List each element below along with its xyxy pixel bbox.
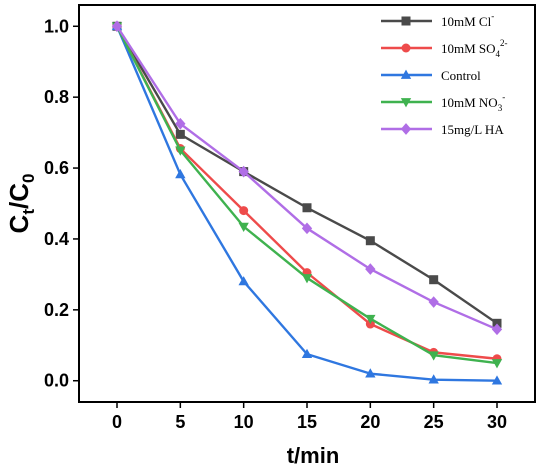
- data-point-so4: [239, 206, 249, 216]
- x-tick-label: 10: [234, 412, 254, 432]
- series-no3: [111, 22, 503, 369]
- legend-name: 10mM SO: [441, 41, 496, 56]
- data-point-control: [301, 348, 313, 358]
- y-tick-label: 0.6: [44, 158, 69, 178]
- x-tick-label: 25: [424, 412, 444, 432]
- y-title-main: C: [4, 214, 34, 233]
- y-axis-title: Ct/C0: [4, 174, 38, 234]
- data-point-cl: [429, 275, 439, 285]
- data-point-ha: [238, 165, 249, 178]
- data-point-no3: [238, 222, 249, 232]
- legend-sub: 4: [496, 49, 501, 59]
- y-title-sub1: t: [19, 209, 38, 215]
- legend-label-no3: 10mM NO3-: [441, 92, 505, 113]
- legend-sup: -: [491, 11, 494, 21]
- legend-label-cl: 10mM Cl-: [441, 11, 494, 29]
- data-point-control: [365, 368, 376, 378]
- legend-name: 10mM Cl: [441, 14, 492, 29]
- series-line-so4: [115, 25, 498, 360]
- data-point-no3: [365, 314, 376, 325]
- data-point-ha: [301, 222, 313, 235]
- data-point-no3: [491, 359, 503, 369]
- x-tick-label: 0: [112, 412, 122, 432]
- y-tick-label: 1.0: [44, 16, 69, 36]
- series-line-no3: [115, 25, 498, 365]
- legend-marker-cl: [401, 16, 411, 26]
- data-point-control: [491, 375, 503, 385]
- y-axis: 0.0 0.2 0.4 0.6 0.8 1.0: [44, 16, 79, 391]
- legend-sub: 3: [498, 103, 503, 113]
- data-point-cl: [175, 129, 185, 139]
- data-point-control: [175, 169, 186, 179]
- data-point-control: [428, 374, 439, 384]
- legend-sup: -: [502, 92, 505, 102]
- legend-name: Control: [441, 68, 481, 83]
- data-point-ha: [491, 323, 503, 336]
- data-point-ha: [111, 20, 123, 33]
- data-point-no3: [301, 274, 313, 284]
- data-point-no3: [175, 146, 186, 156]
- y-title-slash: /C: [4, 183, 34, 209]
- data-point-cl: [365, 236, 375, 246]
- y-tick-label: 0.4: [44, 229, 69, 249]
- legend-item-cl: 10mM Cl-: [381, 11, 494, 29]
- legend-item-no3: 10mM NO3-: [381, 92, 505, 113]
- legend-marker-no3: [400, 98, 412, 108]
- series-ha: [111, 20, 503, 336]
- x-tick-label: 20: [360, 412, 380, 432]
- legend-marker-so4: [401, 43, 411, 53]
- x-tick-label: 5: [175, 412, 185, 432]
- x-tick-label: 15: [297, 412, 317, 432]
- legend-marker-ha: [400, 123, 412, 135]
- y-tick-label: 0.0: [44, 371, 69, 391]
- legend-sup: 2-: [500, 38, 508, 48]
- y-tick-label: 0.8: [44, 87, 69, 107]
- legend-item-so4: 10mM SO42-: [381, 38, 508, 59]
- x-axis: 0 5 10 15 20 25 30: [112, 402, 507, 432]
- legend-name: 15mg/L HA: [441, 122, 504, 137]
- x-tick-label: 30: [487, 412, 507, 432]
- data-point-cl: [492, 318, 502, 328]
- y-title-sub2: 0: [19, 174, 38, 183]
- data-point-ha: [428, 296, 439, 308]
- data-point-ha: [175, 117, 186, 130]
- legend-marker-control: [400, 69, 412, 79]
- legend-label-control: Control: [441, 68, 481, 83]
- data-point-no3: [428, 351, 439, 361]
- data-point-ha: [365, 263, 376, 275]
- data-point-control: [238, 276, 249, 286]
- legend-name: 10mM NO: [441, 95, 498, 110]
- legend-item-control: Control: [381, 68, 481, 83]
- legend-label-ha: 15mg/L HA: [441, 122, 504, 137]
- data-point-cl: [302, 203, 312, 213]
- legend-label-so4: 10mM SO42-: [441, 38, 508, 59]
- y-tick-label: 0.2: [44, 300, 69, 320]
- x-axis-title: t/min: [287, 443, 340, 468]
- legend-item-ha: 15mg/L HA: [381, 122, 504, 137]
